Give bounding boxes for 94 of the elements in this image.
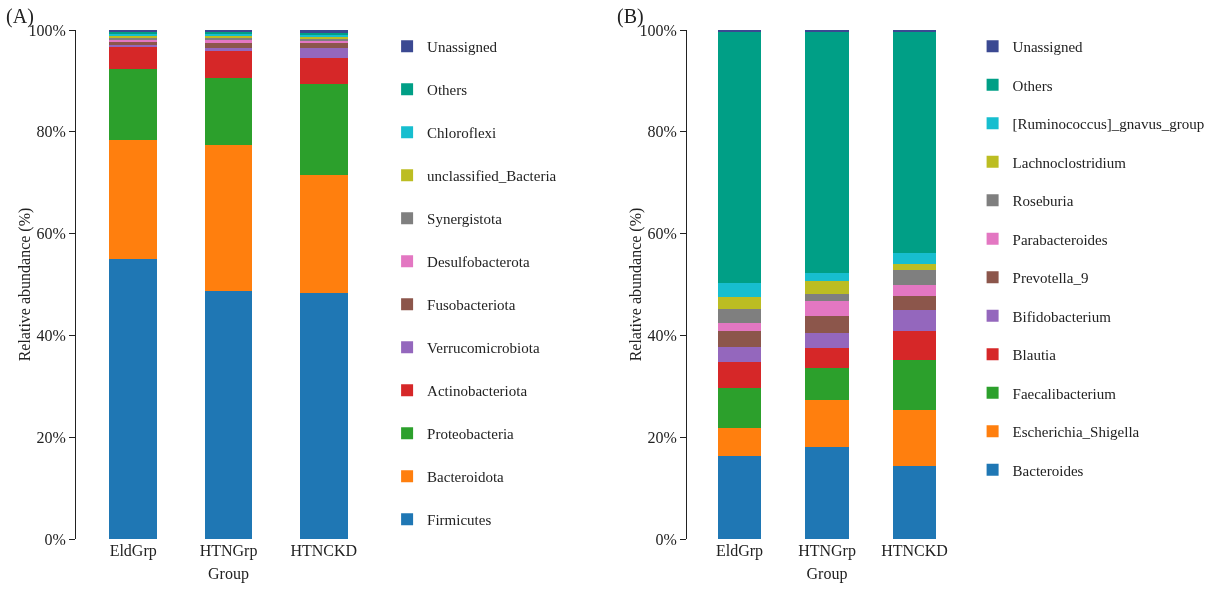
- bar: [892, 295, 937, 310]
- bar: [892, 263, 937, 270]
- bar: [109, 68, 158, 140]
- bar: [805, 301, 849, 317]
- bar: [109, 259, 158, 539]
- bar: [892, 410, 937, 467]
- bar: [892, 32, 937, 253]
- legend-label: Parabacteroides: [1012, 231, 1108, 248]
- bar: [717, 322, 762, 331]
- x-tick-label: HTNGrp: [199, 542, 258, 560]
- bar: [204, 47, 253, 51]
- bar: [805, 333, 849, 349]
- x-axis-title: Group: [806, 564, 848, 583]
- legend-label: Bacteroides: [1012, 462, 1084, 479]
- x-tick-label: EldGrp: [109, 542, 157, 560]
- x-tick-label: HTNGrp: [798, 542, 856, 560]
- bar: [299, 42, 348, 48]
- legend-label: unclassified_Bacteria: [427, 168, 557, 185]
- bar: [805, 446, 849, 539]
- bar: [204, 50, 253, 78]
- y-tick-label: 80%: [36, 123, 66, 141]
- bar: [717, 308, 762, 323]
- legend-label: Others: [1012, 77, 1053, 94]
- y-tick-label: 80%: [647, 123, 677, 141]
- legend-label: Faecalibacterium: [1012, 385, 1117, 402]
- bar: [717, 31, 762, 284]
- y-tick-label: 60%: [647, 225, 677, 243]
- y-axis-title: Relative abundance (%): [16, 207, 35, 362]
- y-tick-label: 0%: [655, 530, 677, 548]
- y-axis-title: Relative abundance (%): [627, 207, 646, 362]
- bar: [717, 347, 762, 363]
- bar: [892, 359, 937, 411]
- y-tick-label: 20%: [647, 428, 677, 446]
- bar: [805, 368, 849, 401]
- legend-label: Actinobacteriota: [427, 383, 528, 400]
- bar: [299, 293, 348, 539]
- bar: [805, 316, 849, 334]
- legend-label: Bacteroidota: [427, 469, 505, 486]
- bar: [299, 58, 348, 84]
- bar: [717, 456, 762, 539]
- legend-label: Firmicutes: [427, 512, 492, 529]
- bar: [299, 174, 348, 294]
- bar: [717, 387, 762, 428]
- bar: [805, 272, 849, 281]
- x-axis-title: Group: [208, 564, 249, 583]
- bar: [717, 330, 762, 348]
- bar: [805, 294, 849, 302]
- bar: [805, 31, 849, 273]
- legend-label: Roseburia: [1012, 193, 1074, 210]
- legend-label: [Ruminococcus]_gnavus_group: [1012, 116, 1205, 133]
- y-tick-label: 40%: [36, 327, 66, 344]
- x-tick-label: HTNCKD: [881, 542, 948, 559]
- legend-label: Blautia: [1012, 347, 1057, 364]
- x-tick-label: EldGrp: [715, 542, 764, 560]
- legend-label: Prevotella_9: [1012, 270, 1089, 287]
- legend-label: Bifidobacterium: [1012, 308, 1112, 325]
- bar: [892, 284, 937, 296]
- legend-label: Lachnoclostridium: [1012, 154, 1127, 171]
- bar: [717, 283, 762, 297]
- y-tick-label: 0%: [44, 530, 66, 548]
- y-tick-label: 20%: [36, 428, 66, 446]
- bar: [805, 280, 849, 295]
- bar: [299, 83, 348, 175]
- bar: [892, 466, 937, 539]
- legend-label: Fusobacteriota: [427, 297, 516, 314]
- bar: [892, 269, 937, 285]
- bar: [892, 30, 937, 33]
- bar: [805, 400, 849, 447]
- bar: [204, 77, 253, 145]
- legend-label: Escherichia_Shigella: [1012, 424, 1140, 441]
- y-tick-label: 40%: [647, 327, 677, 344]
- bar: [717, 427, 762, 457]
- legend-label: Chloroflexi: [427, 125, 497, 142]
- legend-label: Proteobacteria: [427, 426, 515, 443]
- legend-label: Others: [427, 82, 468, 99]
- bar: [204, 291, 253, 539]
- x-tick-label: HTNCKD: [290, 542, 358, 559]
- bar: [204, 43, 253, 48]
- bar: [109, 47, 158, 69]
- bar: [717, 296, 762, 309]
- bar: [204, 144, 253, 292]
- legend-label: Unassigned: [1012, 39, 1084, 56]
- bar: [892, 252, 937, 264]
- bar: [892, 309, 937, 332]
- legend-label: Synergistota: [427, 211, 503, 228]
- y-tick-label: 60%: [36, 225, 66, 243]
- legend-label: Verrucomicrobiota: [427, 340, 540, 357]
- bar: [805, 348, 849, 369]
- bar: [299, 47, 348, 58]
- bar: [109, 139, 158, 260]
- legend-label: Desulfobacterota: [427, 254, 530, 271]
- bar: [892, 331, 937, 360]
- legend-label: Unassigned: [427, 39, 498, 56]
- bar: [717, 362, 762, 388]
